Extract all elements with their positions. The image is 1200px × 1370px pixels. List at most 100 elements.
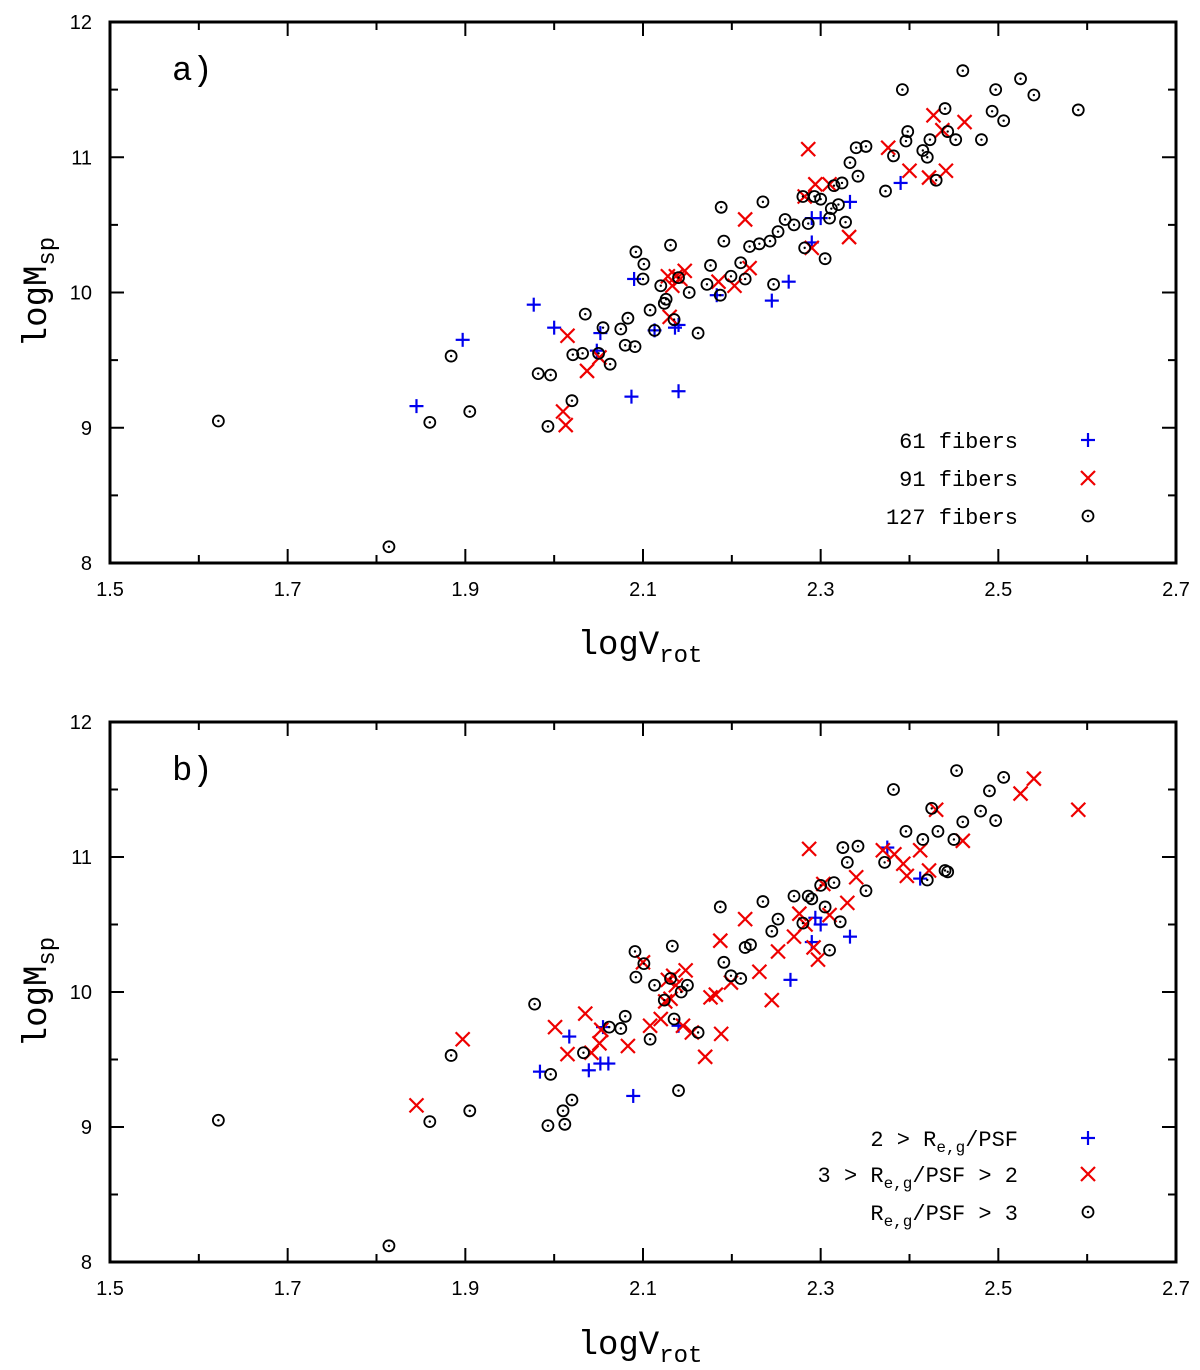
data-point-circle [672,1084,685,1097]
data-point-circle [947,833,961,846]
y-tick-label: 12 [70,12,92,34]
data-point-circle [629,970,643,984]
data-point-circle [544,368,558,382]
data-point-circle [887,783,900,796]
data-point-circle [724,269,738,283]
data-point-circle [541,419,555,433]
data-point-circle [756,195,770,209]
data-point-cross [810,951,826,968]
data-point-cross [1070,801,1087,818]
data-point-circle [577,1046,590,1060]
legend-label: 3 > Re,g/PSF > 2 [818,1164,1018,1193]
data-point-circle [801,217,815,230]
data-point-circle [901,125,915,138]
legend-marker-plus [1081,1131,1095,1145]
legend-label: 127 fibers [886,506,1018,531]
data-point-cross [899,868,915,884]
data-point-circle [879,184,892,198]
panel-a-y-axis-title: logMsp [19,237,62,347]
data-point-plus [783,972,798,987]
data-point-circle [714,200,728,214]
data-point-circle [827,179,841,193]
panel-a-label: a) [172,53,213,91]
data-point-cross [737,911,753,927]
data-point-circle [752,237,766,251]
legend-marker-circle [1081,1205,1095,1219]
data-point-cross [547,1019,563,1035]
data-point-circle [950,764,963,777]
data-point-circle [682,286,696,299]
panel-b-tick-labels: 1.5 1.7 1.9 2.1 2.3 2.5 2.7 8 9 10 11 12 [70,712,1190,1300]
data-point-circle [637,957,651,971]
panel-b-x-axis-title: logVrot [578,1327,703,1370]
x-tick-label: 2.1 [629,1278,657,1300]
data-point-circle [618,1009,632,1023]
data-point-circle [798,241,812,255]
data-point-circle [765,924,779,938]
data-point-cross [702,989,719,1006]
data-point-circle [985,104,999,118]
x-tick-label: 1.9 [451,1278,479,1300]
data-point-cross [956,114,973,130]
panel-b-points [211,764,1087,1253]
data-point-cross [901,162,918,179]
y-tick-label: 11 [71,847,92,869]
data-point-circle [659,292,673,306]
x-tick-label: 2.7 [1162,579,1190,601]
x-tick-label: 2.3 [807,1278,835,1300]
panel-a-legend: 61 fibers 91 fibers 127 fibers [886,430,1096,531]
data-point-circle [878,856,892,869]
data-point-circle [974,804,987,818]
data-point-circle [717,234,731,248]
data-point-circle [767,277,780,291]
data-point-plus [627,271,642,286]
data-point-circle [648,323,661,337]
data-point-circle [713,900,727,914]
data-point-circle [949,133,963,147]
data-point-cross [764,992,780,1008]
data-point-plus [626,1088,641,1103]
data-point-cross [710,273,727,290]
data-point-cross [665,968,681,984]
data-point-circle [657,993,671,1007]
data-point-plus [813,917,828,932]
data-point-circle [839,215,852,229]
data-point-cross [895,855,912,872]
panel-a: 1.5 1.7 1.9 2.1 2.3 2.5 2.7 8 9 10 11 12 61 fibers 9… [19,12,1190,670]
data-point-circle [565,394,579,408]
legend-marker-cross [1080,1166,1096,1182]
data-point-circle [556,1104,570,1118]
data-point-circle [836,841,850,854]
data-point-circle [818,252,832,266]
data-point-cross [408,1097,425,1114]
data-point-circle [566,348,580,362]
data-point-circle [941,125,955,138]
data-point-circle [423,1115,437,1128]
data-point-circle [618,338,632,352]
data-point-circle [859,884,873,898]
data-point-circle [738,272,752,286]
data-point-cross [708,986,724,1003]
data-point-circle [771,912,785,926]
data-point-circle [920,150,934,164]
data-point-cross [579,363,595,379]
data-point-circle [851,169,865,183]
x-tick-label: 1.7 [274,579,302,601]
data-point-plus [764,293,779,308]
data-point-circle [734,972,748,985]
data-point-circle [916,833,930,846]
data-point-cross [652,1011,669,1027]
x-tick-label: 1.5 [96,579,124,601]
data-point-circle [444,349,458,363]
data-point-circle [382,1239,396,1253]
data-point-circle [899,134,913,148]
data-point-circle [796,190,810,203]
data-point-circle [614,1022,628,1035]
data-point-circle [672,271,685,285]
data-point-cross [800,141,817,157]
data-point-cross [880,140,896,156]
data-point-cross [642,1017,658,1034]
data-point-circle [956,64,970,78]
data-point-cross [454,1031,471,1048]
x-tick-label: 1.7 [274,1278,302,1300]
